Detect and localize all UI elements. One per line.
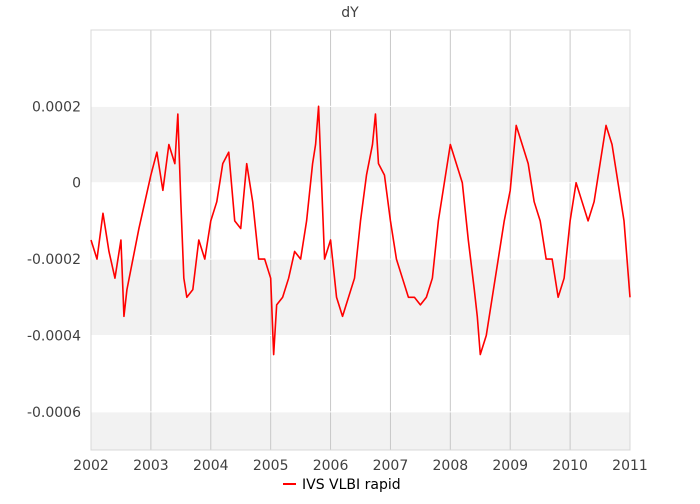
x-tick-label: 2006 bbox=[313, 458, 349, 474]
y-tick-label: -0.0002 bbox=[27, 252, 81, 268]
chart-title: dY bbox=[341, 5, 359, 21]
plot-bands bbox=[91, 106, 630, 450]
x-tick-label: 2009 bbox=[492, 458, 528, 474]
series-layer bbox=[90, 105, 631, 356]
plot-band-1 bbox=[91, 259, 630, 336]
y-tick-label: 0 bbox=[72, 176, 81, 192]
y-tick-label: -0.0004 bbox=[27, 328, 81, 344]
x-tick-label: 2002 bbox=[73, 458, 109, 474]
y-tick-label: 0.0002 bbox=[32, 99, 81, 115]
y-axis-tick-labels: 0.0002 0 -0.0002 -0.0004 -0.0006 bbox=[27, 99, 81, 420]
plot-band-0 bbox=[91, 106, 630, 183]
y-tick-label: -0.0006 bbox=[27, 405, 81, 421]
plot-background bbox=[91, 30, 630, 450]
legend[interactable]: IVS VLBI rapid bbox=[283, 477, 401, 493]
plot-band-2 bbox=[91, 411, 630, 450]
legend-label: IVS VLBI rapid bbox=[302, 477, 401, 493]
x-tick-label: 2004 bbox=[193, 458, 229, 474]
series-line-0 bbox=[90, 105, 631, 356]
x-tick-label: 2005 bbox=[253, 458, 289, 474]
x-tick-label: 2003 bbox=[133, 458, 169, 474]
x-axis-tick-labels: 2002 2003 2004 2005 2006 2007 2008 2009 2010 2011 bbox=[73, 458, 648, 474]
x-tick-label: 2007 bbox=[373, 458, 409, 474]
x-tick-label: 2011 bbox=[612, 458, 648, 474]
x-tick-label: 2010 bbox=[552, 458, 588, 474]
x-tick-label: 2008 bbox=[433, 458, 469, 474]
